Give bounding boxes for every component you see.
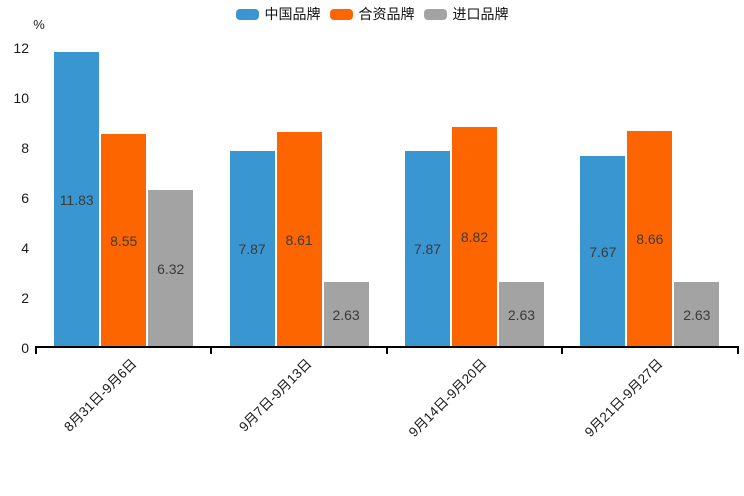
bar-value-label: 2.63: [683, 306, 711, 323]
x-axis-category-label: 8月31日-9月6日: [60, 356, 140, 435]
x-axis-tick: [210, 347, 213, 354]
y-axis-tick-label: 10: [13, 89, 29, 106]
x-axis-category-label: 9月14日-9月20日: [406, 356, 491, 440]
y-axis-unit-label: %: [33, 17, 45, 32]
bar-合资品牌-3: 8.82: [451, 127, 497, 348]
x-axis-category-label: 9月21日-9月27日: [581, 356, 666, 440]
y-axis-tick-label: 2: [21, 289, 29, 306]
legend-item-1: 中国品牌: [235, 6, 321, 22]
legend-item-label: 进口品牌: [452, 6, 509, 22]
bar-value-label: 8.66: [636, 231, 664, 248]
bar-value-label: 7.87: [413, 241, 442, 258]
legend-item-label: 合资品牌: [358, 6, 415, 22]
bar-进口品牌-2: 2.63: [323, 281, 369, 348]
x-axis-tick: [35, 347, 37, 354]
legend-swatch-icon: [235, 8, 259, 20]
x-axis-tick: [385, 347, 388, 354]
bar-中国品牌-4: 7.67: [580, 155, 626, 348]
legend-item-label: 中国品牌: [264, 6, 321, 22]
x-axis-tick: [561, 347, 564, 354]
legend-item-3: 进口品牌: [423, 6, 509, 22]
y-axis-tick-label: 8: [21, 139, 29, 156]
bar-value-label: 7.67: [589, 243, 617, 260]
bar-中国品牌-2: 7.87: [229, 150, 275, 348]
legend-swatch-icon: [423, 8, 447, 20]
bar-value-label: 8.61: [285, 231, 313, 248]
bar-中国品牌-1: 11.83: [54, 51, 100, 348]
bar-进口品牌-4: 2.63: [674, 281, 720, 348]
bar-value-label: 6.32: [157, 260, 185, 277]
bar-value-label: 8.55: [110, 232, 138, 249]
x-axis-tick: [736, 347, 739, 354]
y-axis-tick-label: 4: [21, 239, 29, 256]
y-axis-tick-label: 12: [13, 39, 29, 56]
bar-进口品牌-3: 2.63: [498, 281, 544, 348]
legend-item-2: 合资品牌: [329, 6, 415, 22]
x-axis-line: [35, 346, 739, 348]
bar-合资品牌-4: 8.66: [627, 131, 673, 348]
bar-中国品牌-3: 7.87: [404, 150, 450, 348]
bar-合资品牌-2: 8.61: [276, 132, 322, 348]
legend-swatch-icon: [329, 8, 353, 20]
y-axis-tick-label: 6: [21, 189, 29, 206]
bar-value-label: 11.83: [59, 191, 94, 208]
bar-value-label: 2.63: [507, 306, 536, 323]
bar-合资品牌-1: 8.55: [101, 133, 147, 348]
bar-value-label: 8.82: [460, 229, 489, 246]
y-axis-tick-label: 0: [21, 339, 29, 356]
x-axis-category-label: 9月7日-9月13日: [236, 356, 315, 435]
bar-value-label: 2.63: [332, 306, 360, 323]
chart-legend: 中国品牌 合资品牌 进口品牌: [0, 6, 744, 22]
bar-value-label: 7.87: [238, 241, 266, 258]
bar-进口品牌-1: 6.32: [148, 189, 194, 348]
